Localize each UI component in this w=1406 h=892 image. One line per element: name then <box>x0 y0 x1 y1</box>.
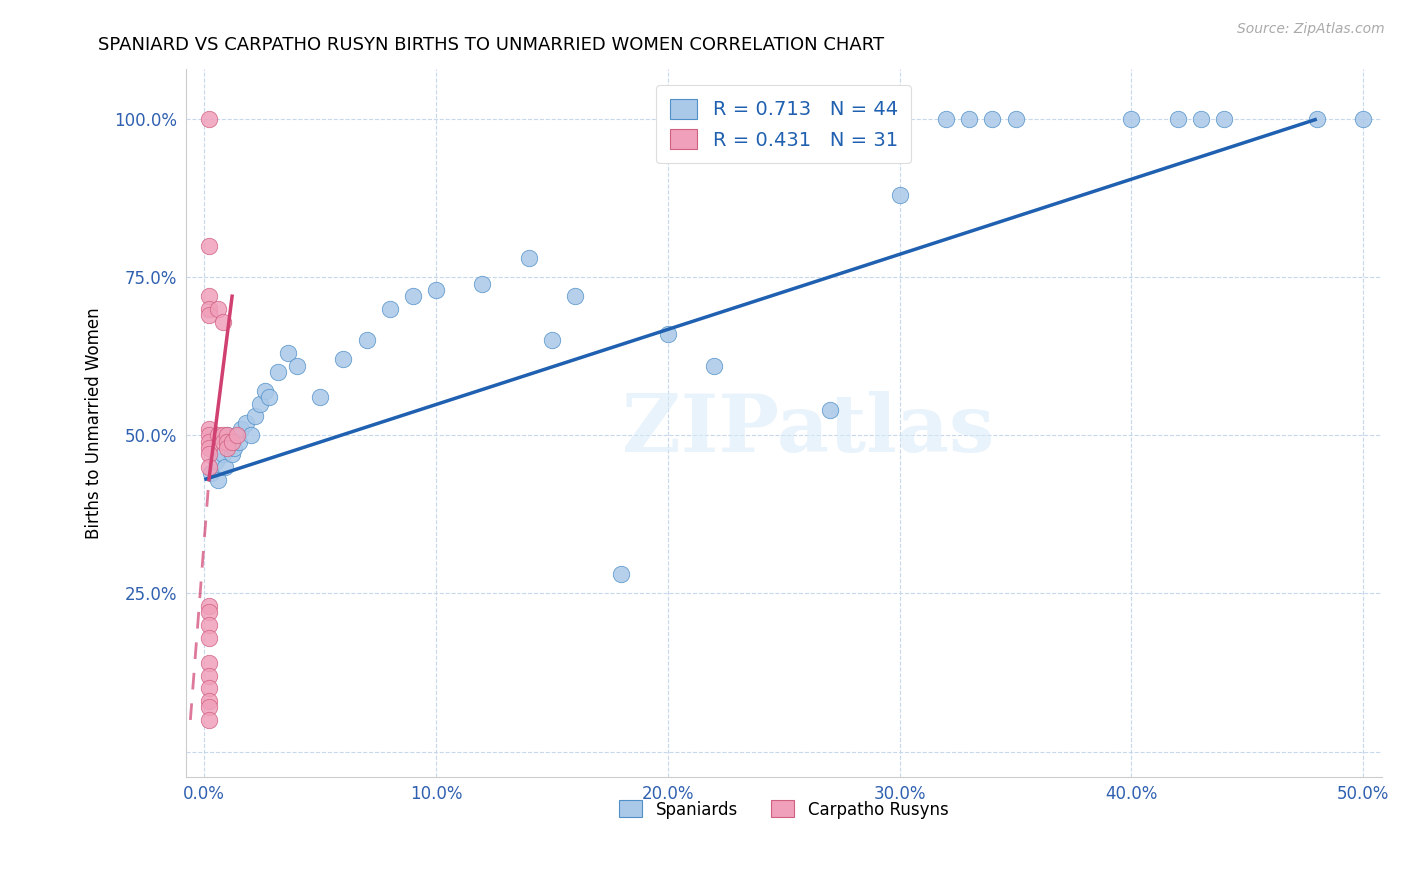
Point <box>198 713 221 727</box>
Point <box>221 434 243 449</box>
Y-axis label: Births to Unmarried Women: Births to Unmarried Women <box>86 307 103 539</box>
Point <box>235 416 257 430</box>
Point <box>198 631 221 645</box>
Point <box>1213 112 1236 127</box>
Point <box>1353 112 1375 127</box>
Point <box>402 289 425 303</box>
Point <box>657 327 679 342</box>
Point <box>1167 112 1189 127</box>
Point <box>267 365 290 379</box>
Point <box>198 700 221 714</box>
Point <box>818 403 841 417</box>
Point <box>207 473 229 487</box>
Point <box>564 289 586 303</box>
Point <box>703 359 725 373</box>
Point <box>231 422 253 436</box>
Point <box>1004 112 1026 127</box>
Point <box>228 434 250 449</box>
Text: ZIPatlas: ZIPatlas <box>621 391 994 469</box>
Point <box>610 567 633 582</box>
Point <box>205 453 228 467</box>
Point <box>217 428 239 442</box>
Point <box>285 359 308 373</box>
Point <box>198 441 221 455</box>
Legend: Spaniards, Carpatho Rusyns: Spaniards, Carpatho Rusyns <box>612 794 955 825</box>
Point <box>198 606 221 620</box>
Point <box>198 428 221 442</box>
Point <box>198 447 221 461</box>
Point <box>198 618 221 632</box>
Point <box>249 397 271 411</box>
Point <box>207 428 229 442</box>
Point <box>207 301 229 316</box>
Point <box>277 346 299 360</box>
Point <box>471 277 494 291</box>
Point <box>1189 112 1212 127</box>
Point <box>332 352 354 367</box>
Point <box>541 334 564 348</box>
Point <box>981 112 1004 127</box>
Point <box>356 334 378 348</box>
Point <box>378 301 401 316</box>
Point <box>198 308 221 322</box>
Point <box>211 314 233 328</box>
Point <box>198 599 221 613</box>
Point <box>217 434 239 449</box>
Point <box>309 391 332 405</box>
Point <box>211 447 233 461</box>
Point <box>198 289 221 303</box>
Point <box>253 384 276 398</box>
Point <box>198 422 221 436</box>
Point <box>198 694 221 708</box>
Point <box>217 428 239 442</box>
Point <box>957 112 980 127</box>
Point <box>225 428 247 442</box>
Point <box>200 467 222 481</box>
Point <box>211 434 233 449</box>
Point <box>935 112 957 127</box>
Text: SPANIARD VS CARPATHO RUSYN BIRTHS TO UNMARRIED WOMEN CORRELATION CHART: SPANIARD VS CARPATHO RUSYN BIRTHS TO UNM… <box>98 36 884 54</box>
Point <box>889 188 911 202</box>
Point <box>198 434 221 449</box>
Text: Source: ZipAtlas.com: Source: ZipAtlas.com <box>1237 22 1385 37</box>
Point <box>1306 112 1329 127</box>
Point <box>198 112 221 127</box>
Point <box>198 668 221 682</box>
Point <box>257 391 280 405</box>
Point <box>1121 112 1143 127</box>
Point <box>214 460 236 475</box>
Point <box>425 283 447 297</box>
Point <box>221 447 243 461</box>
Point <box>198 238 221 252</box>
Point <box>198 656 221 670</box>
Point <box>217 441 239 455</box>
Point <box>517 252 540 266</box>
Point <box>198 681 221 696</box>
Point <box>245 409 267 424</box>
Point <box>198 301 221 316</box>
Point <box>224 441 246 455</box>
Point <box>198 460 221 475</box>
Point <box>211 428 233 442</box>
Point <box>239 428 262 442</box>
